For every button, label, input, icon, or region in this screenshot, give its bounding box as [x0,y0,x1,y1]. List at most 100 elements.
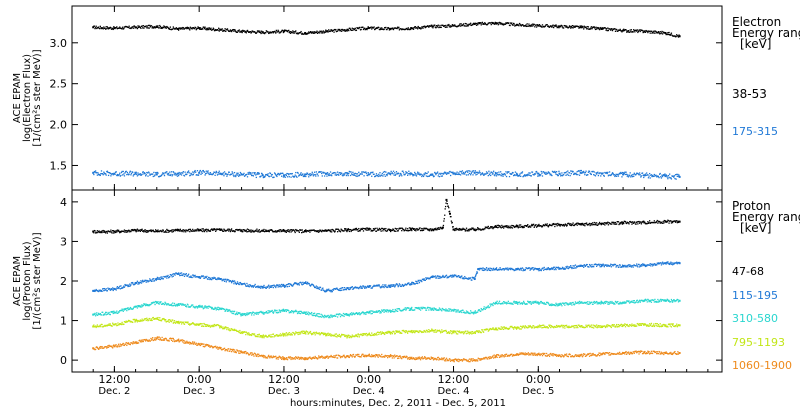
legend-title-line: Proton [732,199,771,213]
data-point [523,302,525,304]
data-point [120,309,123,312]
data-point [127,26,130,29]
data-point [123,309,126,311]
data-point [505,226,508,228]
data-point [531,224,534,227]
data-point [371,287,373,289]
data-point [146,304,148,306]
data-point [214,29,216,32]
data-point [639,30,641,33]
data-point [431,173,433,175]
data-point [244,31,246,33]
data-point [220,29,223,31]
data-point [185,231,187,233]
data-point [348,29,350,32]
data-point [595,172,597,174]
data-point [382,286,385,288]
data-point [122,287,124,289]
data-point [175,174,177,176]
data-point [369,285,372,287]
data-point [150,25,153,27]
data-point [668,176,670,179]
data-point [469,170,471,172]
data-point [336,316,339,318]
data-point [135,171,137,173]
data-point [147,304,150,306]
data-point [93,232,95,234]
data-point [323,171,325,174]
data-point [388,228,391,231]
data-point [677,173,679,176]
data-point [113,288,115,290]
data-point [204,275,206,278]
data-point [169,174,172,177]
data-point [465,174,468,176]
data-point [449,170,451,173]
data-point [245,313,247,316]
data-point [416,281,418,283]
data-point [438,175,441,178]
data-point [418,228,420,231]
data-point [349,313,351,315]
data-point [313,171,316,173]
data-point [221,172,223,175]
data-point [225,173,227,175]
data-point [595,26,597,28]
data-point [170,173,172,176]
data-point [588,223,590,225]
data-point [325,289,328,292]
data-point [365,171,367,173]
data-point [595,222,598,224]
data-point [223,308,226,311]
data-point [520,224,522,226]
data-point [142,304,144,307]
data-point [437,227,439,230]
data-point [578,265,581,267]
data-point [307,311,309,313]
data-point [646,172,648,174]
data-point [374,227,376,230]
data-point [472,227,474,229]
data-point [582,26,584,28]
data-point [673,176,675,178]
data-point [175,28,177,30]
data-point [230,282,233,284]
data-point [285,310,288,313]
data-point [392,284,394,286]
data-point [638,174,640,176]
data-point [564,304,566,306]
data-point [553,222,555,225]
data-point [515,23,518,26]
data-point [448,310,451,312]
data-point [172,26,174,28]
data-point [638,266,641,268]
data-point [578,174,581,176]
data-point [540,174,542,176]
data-point [595,173,598,175]
data-point [651,32,653,34]
data-point [372,228,375,230]
data-point [478,22,481,24]
data-point [204,228,206,231]
data-point [320,171,322,173]
data-point [628,31,631,33]
data-point [603,222,605,224]
data-point [201,228,203,230]
data-point [140,306,142,308]
data-point [603,223,605,225]
data-point [646,222,648,225]
data-point [521,303,524,305]
legend-title-line: Electron [732,15,781,29]
data-point [537,224,539,227]
data-point [396,173,399,175]
data-point [289,31,291,33]
data-point [241,31,243,34]
data-point [219,228,221,230]
data-point [476,173,478,175]
data-point [491,21,493,24]
data-point [289,311,292,313]
data-point [332,289,335,291]
data-point [355,173,358,175]
data-point [507,269,509,271]
data-point [378,26,380,29]
